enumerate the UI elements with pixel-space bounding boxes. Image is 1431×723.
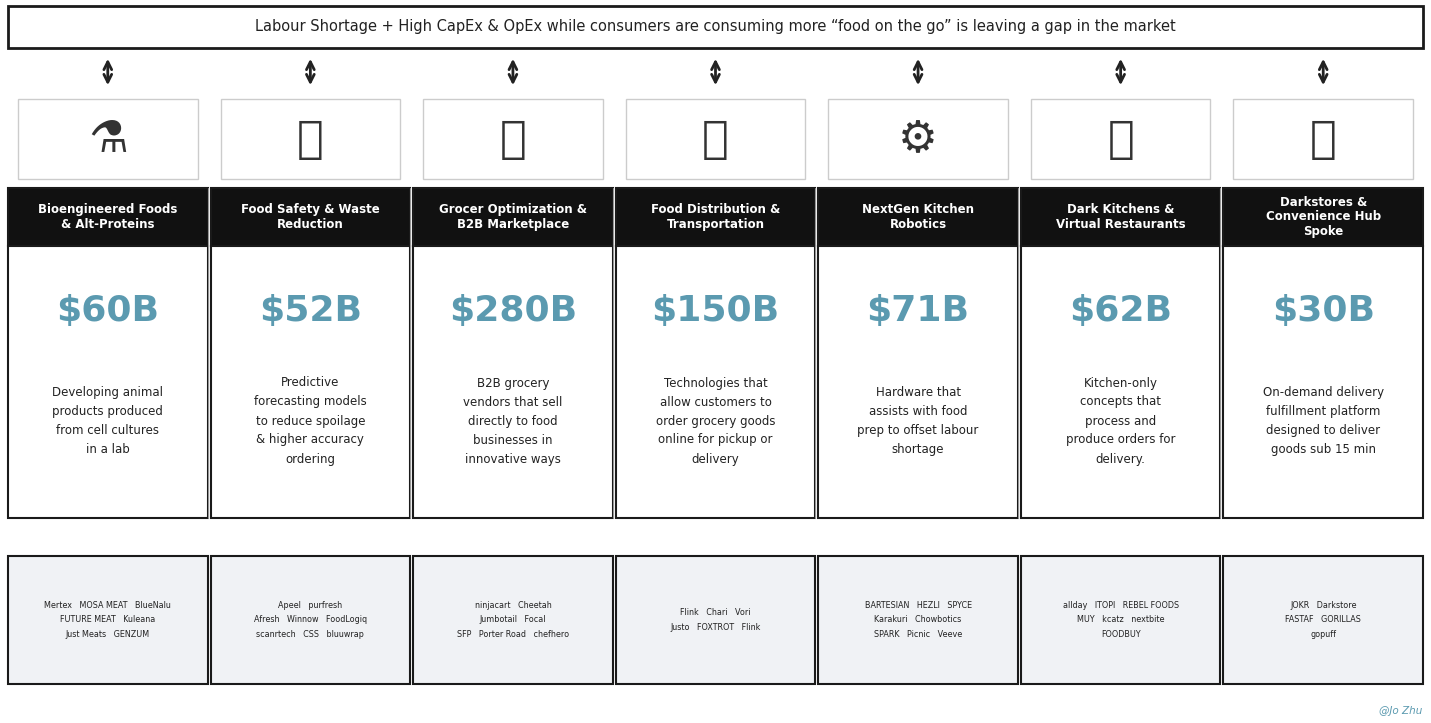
Text: 🖥: 🖥 <box>1309 118 1337 161</box>
Text: Labour Shortage + High CapEx & OpEx while consumers are consuming more “food on : Labour Shortage + High CapEx & OpEx whil… <box>255 20 1176 35</box>
Text: On-demand delivery
fulfillment platform
designed to deliver
goods sub 15 min: On-demand delivery fulfillment platform … <box>1262 386 1384 456</box>
FancyBboxPatch shape <box>210 246 411 518</box>
FancyBboxPatch shape <box>829 99 1007 179</box>
FancyBboxPatch shape <box>819 188 1017 246</box>
Text: B2B grocery
vendors that sell
directly to food
businesses in
innovative ways: B2B grocery vendors that sell directly t… <box>464 377 562 466</box>
Text: Flink   Chari   Vori
Justo   FOXTROT   Flink: Flink Chari Vori Justo FOXTROT Flink <box>670 608 761 632</box>
Text: Mertex   MOSA MEAT   BlueNalu
FUTURE MEAT   Kuleana
Just Meats   GENZUM: Mertex MOSA MEAT BlueNalu FUTURE MEAT Ku… <box>44 601 172 639</box>
Text: Food Distribution &
Transportation: Food Distribution & Transportation <box>651 203 780 231</box>
Text: $30B: $30B <box>1272 294 1375 328</box>
Text: allday   ITOPI   REBEL FOODS
MUY   kcatz   nextbite
FOODBUY: allday ITOPI REBEL FOODS MUY kcatz nextb… <box>1063 601 1179 639</box>
Text: 📱: 📱 <box>499 118 527 161</box>
Text: NextGen Kitchen
Robotics: NextGen Kitchen Robotics <box>861 203 975 231</box>
Text: Food Safety & Waste
Reduction: Food Safety & Waste Reduction <box>240 203 379 231</box>
FancyBboxPatch shape <box>819 246 1017 518</box>
Text: $52B: $52B <box>259 294 362 328</box>
Text: Technologies that
allow customers to
order grocery goods
online for pickup or
de: Technologies that allow customers to ord… <box>655 377 776 466</box>
FancyBboxPatch shape <box>414 556 612 684</box>
FancyBboxPatch shape <box>1020 188 1221 246</box>
Text: Predictive
forecasting models
to reduce spoilage
& higher accuracy
ordering: Predictive forecasting models to reduce … <box>253 377 366 466</box>
FancyBboxPatch shape <box>210 188 411 246</box>
Text: Darkstores &
Convenience Hub
Spoke: Darkstores & Convenience Hub Spoke <box>1265 195 1381 239</box>
FancyBboxPatch shape <box>615 246 816 518</box>
FancyBboxPatch shape <box>1224 188 1422 246</box>
Text: JOKR   Darkstore
FASTAF   GORILLAS
gopuff: JOKR Darkstore FASTAF GORILLAS gopuff <box>1285 601 1361 639</box>
FancyBboxPatch shape <box>9 188 207 246</box>
Text: Hardware that
assists with food
prep to offset labour
shortage: Hardware that assists with food prep to … <box>857 386 979 456</box>
FancyBboxPatch shape <box>1030 99 1211 179</box>
FancyBboxPatch shape <box>9 6 1422 48</box>
FancyBboxPatch shape <box>9 556 207 684</box>
Text: Dark Kitchens &
Virtual Restaurants: Dark Kitchens & Virtual Restaurants <box>1056 203 1185 231</box>
Text: $280B: $280B <box>449 294 577 328</box>
Text: Kitchen-only
concepts that
process and
produce orders for
delivery.: Kitchen-only concepts that process and p… <box>1066 377 1175 466</box>
FancyBboxPatch shape <box>1020 246 1221 518</box>
FancyBboxPatch shape <box>625 99 806 179</box>
Text: $150B: $150B <box>651 294 780 328</box>
FancyBboxPatch shape <box>1224 246 1422 518</box>
FancyBboxPatch shape <box>819 556 1017 684</box>
Text: 🗑: 🗑 <box>298 118 323 161</box>
Text: $71B: $71B <box>867 294 970 328</box>
FancyBboxPatch shape <box>9 246 207 518</box>
Text: 🏠: 🏠 <box>1108 118 1133 161</box>
FancyBboxPatch shape <box>1020 556 1221 684</box>
Text: BARTESIAN   HEZLI   SPYCE
Karakuri   Chowbotics
SPARK   Picnic   Veeve: BARTESIAN HEZLI SPYCE Karakuri Chowbotic… <box>864 601 972 639</box>
FancyBboxPatch shape <box>414 246 612 518</box>
FancyBboxPatch shape <box>19 99 197 179</box>
Text: Developing animal
products produced
from cell cultures
in a lab: Developing animal products produced from… <box>53 386 163 456</box>
Text: ninjacart   Cheetah
Jumbotail   Focal
SFP   Porter Road   chefhero: ninjacart Cheetah Jumbotail Focal SFP Po… <box>456 601 570 639</box>
FancyBboxPatch shape <box>1224 556 1422 684</box>
Text: Bioengineered Foods
& Alt-Proteins: Bioengineered Foods & Alt-Proteins <box>39 203 177 231</box>
FancyBboxPatch shape <box>210 556 411 684</box>
Text: @Jo Zhu: @Jo Zhu <box>1378 706 1422 716</box>
Text: $62B: $62B <box>1069 294 1172 328</box>
FancyBboxPatch shape <box>414 188 612 246</box>
FancyBboxPatch shape <box>615 556 816 684</box>
FancyBboxPatch shape <box>424 99 602 179</box>
Text: ⚙: ⚙ <box>899 118 937 161</box>
FancyBboxPatch shape <box>615 188 816 246</box>
Text: $60B: $60B <box>56 294 159 328</box>
FancyBboxPatch shape <box>220 99 401 179</box>
Text: Grocer Optimization &
B2B Marketplace: Grocer Optimization & B2B Marketplace <box>439 203 587 231</box>
Text: Apeel   purfresh
Afresh   Winnow   FoodLogiq
scanrtech   CSS   bluuwrap: Apeel purfresh Afresh Winnow FoodLogiq s… <box>253 601 366 639</box>
Text: 🚚: 🚚 <box>703 118 728 161</box>
FancyBboxPatch shape <box>1234 99 1412 179</box>
Text: ⚗: ⚗ <box>87 118 127 161</box>
